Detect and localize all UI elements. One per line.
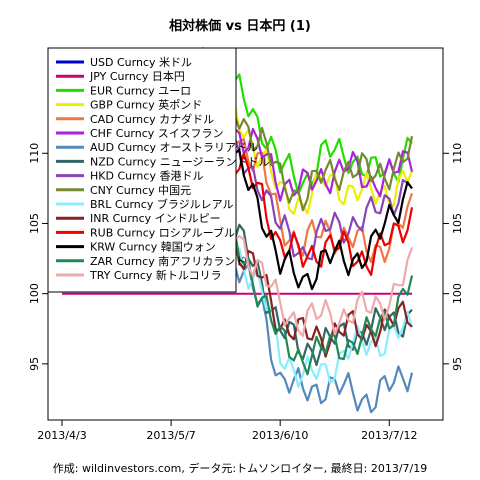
legend-label: USD Curncy 米ドル	[90, 56, 192, 69]
x-tick-label: 2013/7/12	[361, 429, 417, 442]
legend-label: JPY Curncy 日本円	[89, 69, 185, 83]
legend-label: CNY Curncy 中国元	[90, 184, 191, 197]
y-tick-label-right: 100	[451, 283, 464, 304]
y-axis-right: 95 100 105 110	[443, 143, 464, 371]
legend-label: GBP Curncy 英ポンド	[90, 98, 202, 112]
legend-label: INR Curncy インドルピー	[90, 212, 221, 225]
chart-footer: 作成: wildinvestors.com, データ元:トムソンロイター, 最終…	[53, 461, 427, 475]
legend-label: NZD Curncy ニュージーランドドル	[90, 155, 270, 168]
legend-label: CAD Curncy カナダドル	[90, 112, 214, 126]
y-tick-label-right: 110	[451, 143, 464, 164]
y-tick-label-left: 105	[28, 213, 41, 234]
x-tick-label: 2013/4/3	[37, 429, 86, 442]
legend-label: ZAR Curncy 南アフリカランド	[90, 255, 246, 268]
legend-label: CHF Curncy スイスフラン	[90, 127, 223, 140]
x-axis: 2013/4/3 2013/5/7 2013/6/10 2013/7/12	[37, 420, 417, 442]
x-tick-label: 2013/5/7	[146, 429, 195, 442]
x-tick-label: 2013/6/10	[252, 429, 308, 442]
y-tick-label-right: 105	[451, 213, 464, 234]
chart-title: 相対株価 vs 日本円 (1)	[169, 18, 311, 34]
legend-label: KRW Curncy 韓国ウォン	[90, 241, 216, 254]
y-tick-label-left: 110	[28, 143, 41, 164]
legend-label: AUD Curncy オーストラリアドル	[90, 141, 258, 154]
legend-label: RUB Curncy ロシアルーブル	[90, 225, 235, 239]
legend-label: BRL Curncy ブラジルレアル	[90, 197, 234, 211]
y-axis-left: 95 100 105 110	[28, 143, 48, 371]
y-tick-label-right: 95	[451, 357, 464, 371]
legend-box	[47, 47, 237, 293]
y-tick-label-left: 95	[28, 357, 41, 371]
y-tick-label-left: 100	[28, 283, 41, 304]
legend-label: HKD Curncy 香港ドル	[90, 170, 203, 183]
legend-label: TRY Curncy 新トルコリラ	[89, 268, 222, 282]
legend-label: EUR Curncy ユーロ	[90, 84, 191, 97]
